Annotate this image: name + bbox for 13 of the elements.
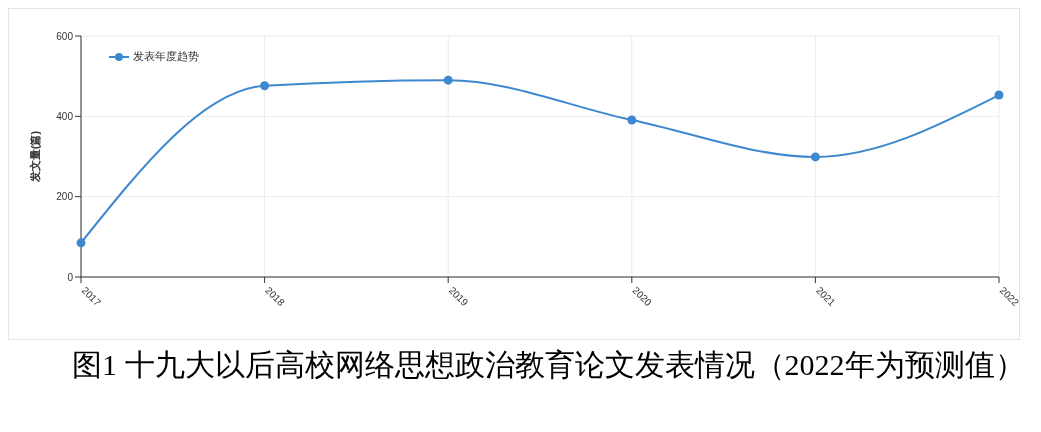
legend-label: 发表年度趋势 (132, 49, 199, 64)
y-tick-label: 600 (56, 30, 74, 42)
point (627, 115, 637, 125)
text: 图1 十九大以后高校网络思想政治教育论文发表情况（2022年为预测值） (71, 347, 1026, 383)
y-tick-label: 200 (56, 191, 74, 203)
y-tick-label: 400 (56, 110, 74, 122)
point (76, 238, 86, 248)
point (994, 90, 1004, 100)
point (810, 152, 820, 162)
point (443, 75, 453, 85)
point (260, 81, 270, 91)
y-axis-title: 发文量(篇) (28, 130, 41, 184)
y-tick-label: 0 (67, 271, 74, 283)
